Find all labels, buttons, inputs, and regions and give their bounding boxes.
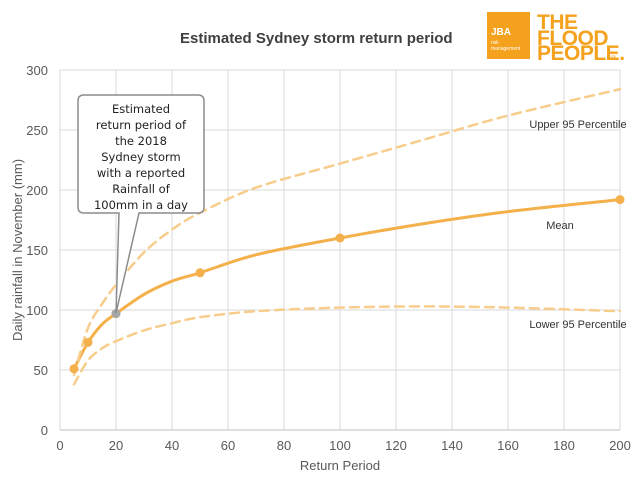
x-tick-label: 120 [385,438,407,453]
logo-line3: PEOPLE. [537,42,625,65]
series-label-mean: Mean [546,220,574,232]
series-label-upper: Upper 95 Percentile [529,119,626,131]
series-label-lower: Lower 95 Percentile [529,319,626,331]
logo-jba: JBA [491,27,511,38]
highlight-point [111,309,121,319]
x-tick-label: 200 [609,438,631,453]
y-tick-label: 200 [26,183,48,198]
callout-box [77,94,205,314]
logo-registered-mark: ® [611,54,617,62]
callout-line: Estimated [112,102,170,116]
logo-line1: THE [537,11,578,34]
mean-point [195,268,205,278]
series-line-0 [72,198,622,371]
x-tick-labels: 0 20 40 60 80 100 120 140 160 180 200 [56,438,630,453]
chart-title: Estimated Sydney storm return period [180,30,453,47]
logo-line2: FLOOD [537,27,608,50]
y-tick-label: 300 [26,63,48,78]
logo-sub2: management [491,46,521,52]
callout-text: Estimated return period of the 2018 Sydney … [94,102,188,212]
y-tick-label: 250 [26,123,48,138]
x-tick-label: 40 [165,438,179,453]
y-axis-label: Daily rainfall in November (mm) [10,159,25,341]
x-axis-label: Return Period [300,458,380,473]
mean-point [335,233,345,243]
y-tick-label: 0 [41,423,48,438]
x-tick-label: 20 [109,438,123,453]
mean-point [83,337,93,347]
x-tick-label: 100 [329,438,351,453]
callout-line: with a reported [97,166,185,180]
y-tick-label: 150 [26,243,48,258]
mean-point [615,195,625,205]
jba-logo-block [487,12,530,59]
callout-line: Rainfall of [112,182,170,196]
y-tick-label: 50 [34,363,48,378]
mean-point [69,364,79,374]
x-tick-label: 140 [441,438,463,453]
y-tick-label: 100 [26,303,48,318]
x-tick-label: 60 [221,438,235,453]
logo-sub1: risk [491,40,499,46]
callout-line: Sydney storm [101,150,181,164]
x-tick-label: 160 [497,438,519,453]
series-markers [69,195,625,374]
callout-line: return period of [96,118,187,132]
callout-line: 100mm in a day [94,198,188,212]
x-tick-label: 80 [277,438,291,453]
callout-line: the 2018 [115,134,167,148]
x-tick-label: 180 [553,438,575,453]
series-line-2 [72,305,622,386]
x-tick-label: 0 [56,438,63,453]
logo: JBA risk management THE FLOOD PEOPLE. ® [487,11,625,65]
annotation-callout: Estimated return period of the 2018 Sydney … [77,94,205,314]
y-tick-labels: 0 50 100 150 200 250 300 [26,63,48,438]
